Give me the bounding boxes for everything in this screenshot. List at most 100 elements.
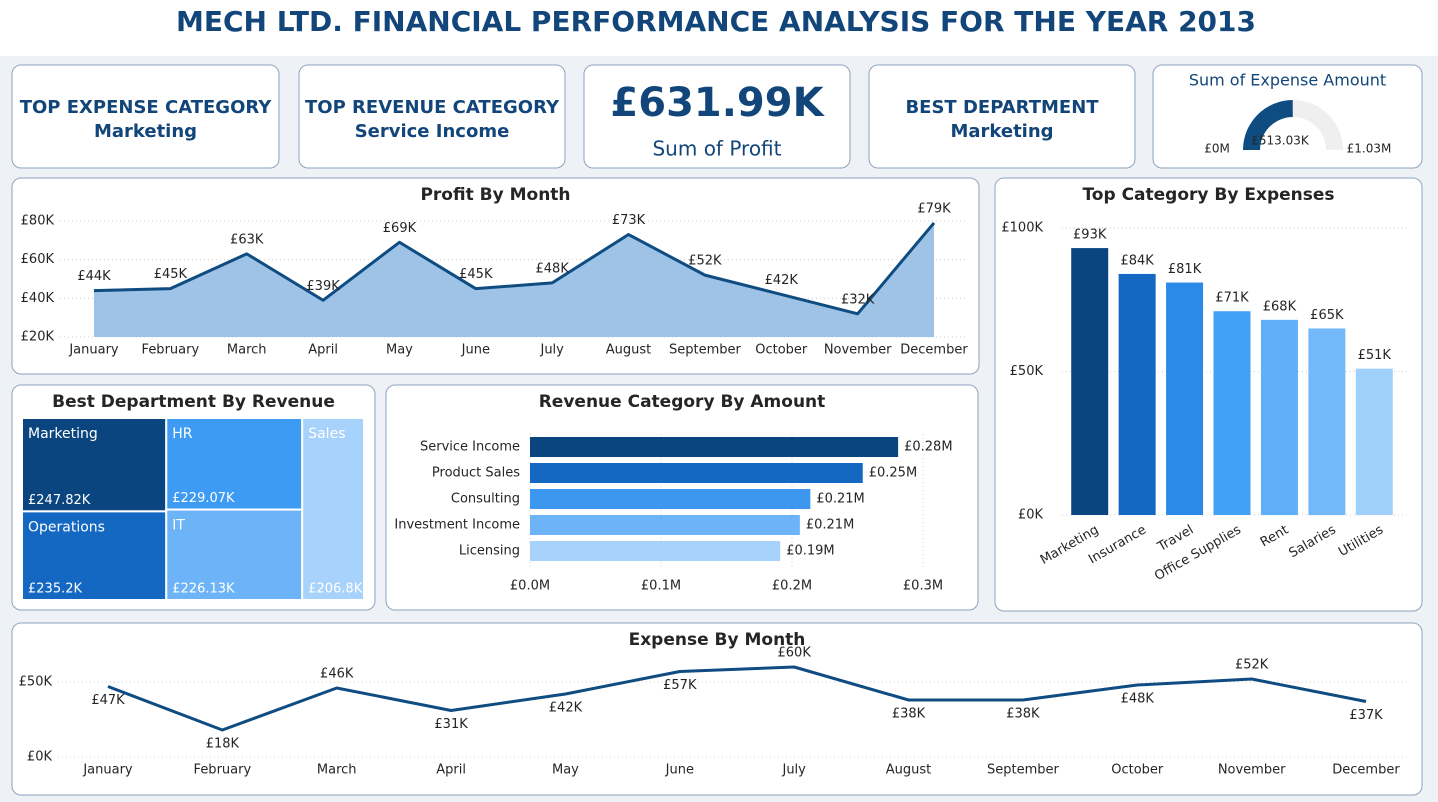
bar xyxy=(1355,368,1393,515)
value-label: £48K xyxy=(1121,692,1155,707)
cell-label: IT xyxy=(172,518,185,534)
value-label: £0.28M xyxy=(904,440,952,455)
line xyxy=(93,221,936,316)
value-label: £44K xyxy=(77,269,111,284)
x-tick-label: October xyxy=(1111,763,1164,778)
x-tick-label: October xyxy=(755,343,808,358)
panel xyxy=(11,64,280,169)
y-tick-label: £50K xyxy=(1010,364,1044,379)
line xyxy=(107,665,1367,732)
treemap-cell xyxy=(21,510,168,602)
card-label: BEST DEPARTMENT xyxy=(905,97,1099,118)
value-label: £71K xyxy=(1215,291,1249,306)
value-label: £51K xyxy=(1358,348,1392,363)
chart-title: Profit By Month xyxy=(420,185,570,205)
cell-label: Sales xyxy=(308,426,345,442)
x-tick-label: February xyxy=(142,343,200,358)
value-label: £18K xyxy=(206,737,240,752)
y-tick-label: £20K xyxy=(21,330,55,345)
x-tick-label: £0.0M xyxy=(510,579,550,594)
y-tick-label: £60K xyxy=(21,252,55,267)
card-label: TOP REVENUE CATEGORY xyxy=(305,97,560,118)
cell-value: £226.13K xyxy=(172,582,235,597)
bar xyxy=(1071,248,1109,515)
x-tick-label: September xyxy=(669,343,742,358)
x-tick-label: March xyxy=(317,763,357,778)
value-label: £46K xyxy=(320,667,354,682)
x-tick-label: March xyxy=(227,343,267,358)
value-label: £0.21M xyxy=(806,518,854,533)
value-label: £45K xyxy=(154,267,188,282)
value-label: £0.25M xyxy=(869,466,917,481)
bar xyxy=(530,515,800,535)
cell-value: £229.07K xyxy=(172,491,235,506)
page-title: MECH LTD. FINANCIAL PERFORMANCE ANALYSIS… xyxy=(176,5,1256,38)
y-tick-label: £0K xyxy=(27,750,53,765)
y-tick-label: Product Sales xyxy=(432,466,520,481)
value-label: £31K xyxy=(434,717,468,732)
value-label: £69K xyxy=(383,221,417,236)
x-tick-label: August xyxy=(886,763,932,778)
x-tick-label: January xyxy=(82,763,133,778)
value-label: £57K xyxy=(663,678,697,693)
bar xyxy=(530,463,863,483)
x-tick-label: December xyxy=(1332,763,1400,778)
x-tick-label: November xyxy=(1218,763,1286,778)
x-tick-label: £0.1M xyxy=(641,579,681,594)
value-label: £81K xyxy=(1168,262,1202,277)
value-label: £0.19M xyxy=(786,544,834,559)
x-tick-label: August xyxy=(606,343,652,358)
kpi-label: Sum of Profit xyxy=(652,137,781,161)
chart-title: Top Category By Expenses xyxy=(1082,185,1334,205)
bar xyxy=(530,437,899,457)
x-tick-label: February xyxy=(194,763,252,778)
kpi-value: £631.99K xyxy=(610,80,825,126)
cell-label: HR xyxy=(172,426,193,442)
bar xyxy=(1308,328,1346,515)
y-tick-label: Licensing xyxy=(459,544,520,559)
value-label: £39K xyxy=(306,279,340,294)
treemap-cell xyxy=(21,417,168,513)
value-label: £47K xyxy=(91,693,125,708)
value-label: £52K xyxy=(688,254,722,269)
x-tick-label: April xyxy=(436,763,466,778)
y-tick-label: Consulting xyxy=(451,492,520,507)
value-label: £93K xyxy=(1073,228,1107,243)
x-tick-label: June xyxy=(461,343,490,358)
y-tick-label: £80K xyxy=(21,214,55,229)
y-tick-label: £40K xyxy=(21,291,55,306)
value-label: £42K xyxy=(549,701,583,716)
x-tick-label: December xyxy=(900,343,968,358)
value-label: £52K xyxy=(1235,658,1269,673)
y-tick-label: Investment Income xyxy=(394,518,520,533)
x-tick-label: June xyxy=(665,763,694,778)
x-tick-label: July xyxy=(539,343,564,358)
area xyxy=(94,222,934,337)
bar xyxy=(1118,273,1156,515)
x-tick-label: May xyxy=(386,343,413,358)
treemap-cell xyxy=(165,417,304,511)
bar xyxy=(530,489,811,509)
gauge-limit-label: £0M xyxy=(1204,142,1230,156)
chart-title: Sum of Expense Amount xyxy=(1189,71,1386,90)
gauge-limit-label: £1.03M xyxy=(1347,142,1392,156)
value-label: £37K xyxy=(1349,708,1383,723)
card-value: Marketing xyxy=(950,121,1053,142)
x-tick-label: May xyxy=(552,763,579,778)
value-label: £38K xyxy=(1006,707,1040,722)
value-label: £45K xyxy=(459,267,493,282)
y-tick-label: £100K xyxy=(1001,221,1043,236)
value-label: £60K xyxy=(778,646,812,661)
value-label: £0.21M xyxy=(816,492,864,507)
x-tick-label: January xyxy=(68,343,119,358)
value-label: £79K xyxy=(917,201,951,216)
x-tick-label: November xyxy=(824,343,892,358)
value-label: £48K xyxy=(536,261,570,276)
panel xyxy=(868,64,1136,169)
chart-title: Best Department By Revenue xyxy=(52,392,335,412)
value-label: £68K xyxy=(1263,299,1297,314)
x-tick-label: September xyxy=(987,763,1060,778)
value-label: £42K xyxy=(765,273,799,288)
